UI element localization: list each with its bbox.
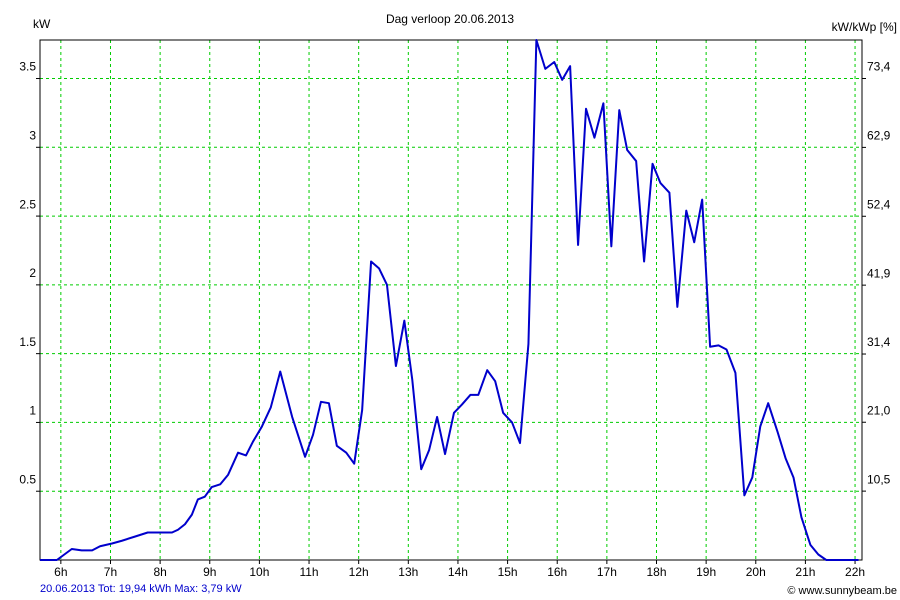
x-tick-label: 16h [547, 565, 567, 579]
y2-tick-label: 21,0 [867, 403, 891, 417]
x-tick-label: 11h [299, 565, 318, 579]
chart-title: Dag verloop 20.06.2013 [386, 12, 514, 26]
x-tick-label: 15h [498, 565, 518, 579]
y2-tick-label: 62,9 [867, 129, 891, 143]
x-tick-label: 9h [203, 565, 216, 579]
x-tick-label: 17h [597, 565, 617, 579]
y2-tick-label: 52,4 [867, 197, 891, 211]
footer: 20.06.2013 Tot: 19,94 kWh Max: 3,79 kW [40, 583, 242, 595]
line-series [40, 39, 859, 561]
x-tick-label: 18h [646, 565, 666, 579]
x-tick-label: 8h [153, 565, 166, 579]
y-axis-label: kW [33, 17, 51, 31]
plot-border [39, 39, 863, 561]
x-tick-label: 22h [845, 565, 865, 579]
y2-axis-label: kW/kWp [%] [832, 20, 897, 34]
y2-tick-label: 10,5 [867, 472, 891, 486]
x-tick-label: 19h [696, 565, 716, 579]
y2-tick-label: 31,4 [867, 335, 891, 349]
y-tick-label: 1.5 [19, 335, 36, 349]
x-tick-label: 21h [795, 565, 815, 579]
credit: © www.sunnybeam.be [787, 585, 897, 597]
y2-tick-label: 41,9 [867, 266, 891, 280]
y-tick-label: 3 [29, 128, 36, 142]
x-tick-label: 6h [54, 565, 67, 579]
y-tick-label: 2 [29, 266, 36, 280]
x-tick-label: 10h [249, 565, 269, 579]
x-tick-label: 12h [349, 565, 369, 579]
y2-tick-label: 73,4 [867, 60, 891, 74]
y-tick-label: 0.5 [19, 472, 36, 486]
y-tick-label: 2.5 [19, 197, 36, 211]
y-tick-label: 3.5 [19, 60, 36, 74]
x-tick-label: 7h [104, 565, 117, 579]
x-tick-label: 13h [398, 565, 418, 579]
y-tick-label: 1 [29, 404, 36, 418]
x-tick-label: 14h [448, 565, 468, 579]
x-tick-label: 20h [746, 565, 766, 579]
